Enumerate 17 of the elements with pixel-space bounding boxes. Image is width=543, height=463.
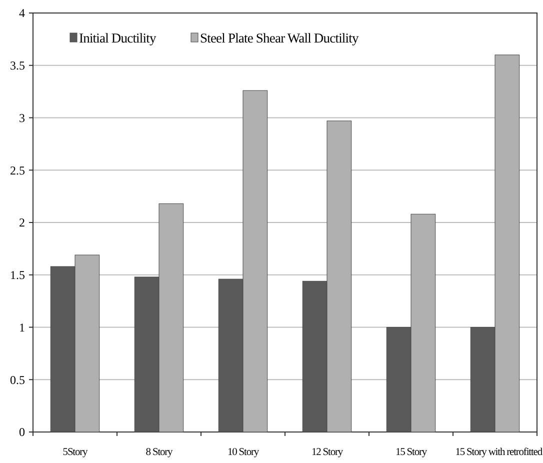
x-tick-label: 15 Story <box>395 447 428 458</box>
x-tick-label: 10 Story <box>227 447 260 458</box>
y-tick-label: 1 <box>19 320 25 334</box>
y-tick-label: 3.5 <box>10 58 25 73</box>
x-tick-label: 12 Story <box>311 447 344 458</box>
y-tick-label: 2 <box>19 216 25 230</box>
legend-label: Steel Plate Shear Wall Ductility <box>200 30 359 46</box>
y-tick-label: 4 <box>19 6 25 20</box>
legend-label: Initial Ductility <box>79 30 156 46</box>
y-tick-label: 0 <box>19 425 25 440</box>
y-tick-label: 1.5 <box>10 268 25 282</box>
y-tick-label: 3 <box>19 110 25 125</box>
x-tick-label: 15 Story with retrofitted <box>455 447 543 458</box>
y-tick-label: 0.5 <box>10 372 25 387</box>
x-tick-label: 8 Story <box>146 447 174 458</box>
x-tick-label: 5Story <box>62 447 89 458</box>
y-tick-label: 2.5 <box>10 163 25 178</box>
